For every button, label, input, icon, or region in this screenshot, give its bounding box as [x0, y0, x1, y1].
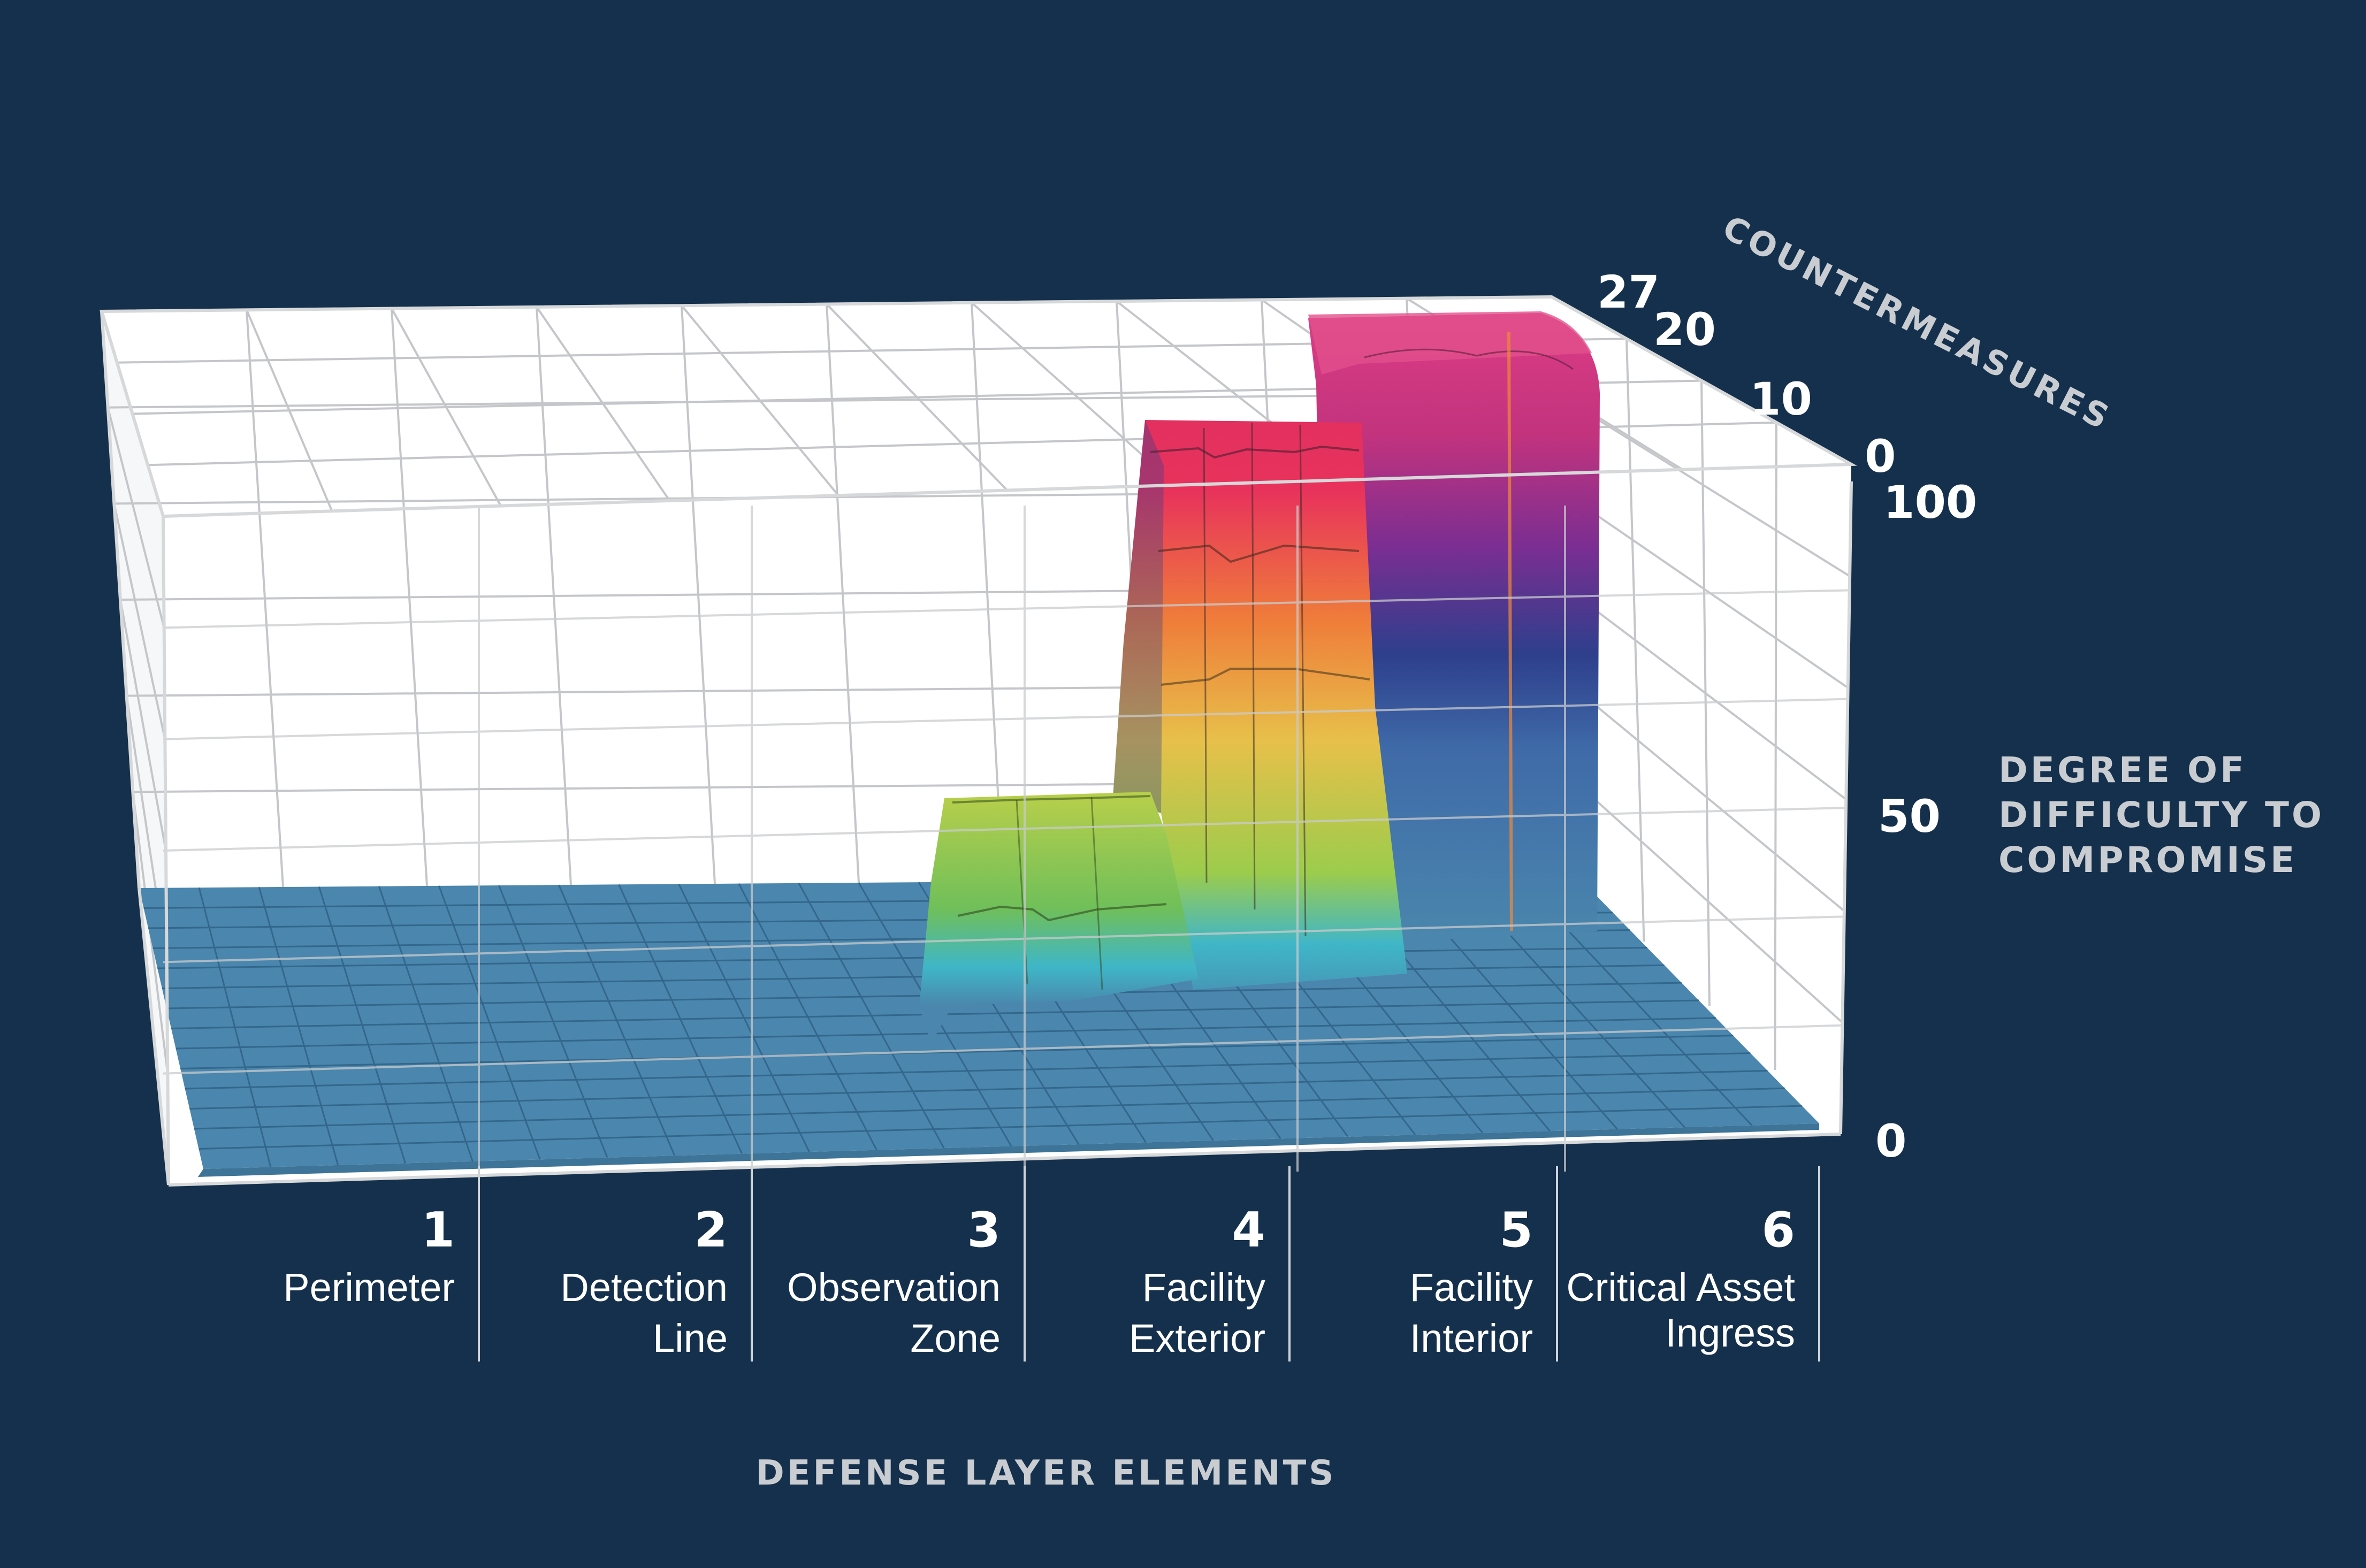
z-tick-label: 10 [1750, 373, 1812, 425]
peak-front-contour-2 [1158, 544, 1360, 563]
category-number: 6 [1761, 1202, 1795, 1258]
y-tick-label: 100 [1883, 476, 1977, 529]
floor-grid-line [162, 964, 1665, 989]
front-grid [163, 506, 1850, 1172]
peak-green-contour-1 [952, 795, 1151, 804]
category-number: 4 [1232, 1202, 1265, 1258]
box-edge-bottom-left [138, 888, 170, 1185]
peak-front-body [1113, 420, 1407, 990]
left-grid-line [119, 599, 167, 851]
category-number: 1 [421, 1202, 455, 1258]
box-edge-left-front [162, 516, 170, 1185]
peak-back-contour [1364, 348, 1574, 370]
right-grid-line [1625, 339, 1645, 942]
peak-front-contour-1 [1150, 445, 1360, 459]
right-grid-line [1774, 422, 1777, 1070]
category-dividers [478, 1166, 1820, 1362]
y-axis-title-line: COMPROMISE [1998, 839, 2297, 881]
x-axis-title: DEFENSE LAYER ELEMENTS [756, 1454, 1337, 1493]
category-name: Perimeter [283, 1265, 455, 1310]
z-tick-label: 20 [1653, 303, 1716, 356]
left-grid-line [106, 407, 165, 628]
box-edge-bottom-front [168, 1133, 1841, 1187]
category-name: Exterior [1129, 1316, 1265, 1360]
floor-grid-line [189, 1069, 1768, 1110]
right-grid-line [1700, 380, 1711, 1006]
peak-back-top [1308, 311, 1592, 374]
category-name: Facility [1142, 1265, 1265, 1310]
category-number: 3 [967, 1202, 1001, 1258]
wall-grid-hline [108, 392, 1556, 409]
category-name: Observation [787, 1265, 1001, 1310]
peak-back-ridge [1507, 331, 1513, 931]
left-grid-line [113, 503, 166, 740]
category-number: 2 [694, 1202, 728, 1258]
box-edges [99, 295, 1857, 1187]
floor-front-edge [198, 1123, 1819, 1177]
z-tick-label: 27 [1597, 266, 1660, 318]
peak-observation-zone [919, 792, 1199, 1043]
y-axis-title-line: DIFFICULTY TO [1998, 794, 2324, 836]
front-grid-hline [163, 807, 1846, 852]
floor-grid-line [185, 1052, 1751, 1090]
y-axis-title-line: DEGREE OF [1998, 749, 2247, 791]
box-outline-top [99, 295, 1857, 518]
peak-green-ridge-2 [1090, 797, 1103, 990]
category-name: Detection [560, 1265, 728, 1310]
category-labels: 1 Perimeter 2 Detection Line 3 Observation Zone… [283, 1202, 1795, 1360]
y-tick-label: 0 [1875, 1115, 1906, 1167]
category-number: 5 [1499, 1202, 1533, 1258]
peak-front-ridge-2 [1251, 422, 1256, 910]
peak-front-contour-3 [1161, 668, 1370, 686]
category-name: Critical Asset [1566, 1265, 1795, 1310]
category-name: Line [653, 1316, 728, 1360]
category-name: Zone [910, 1316, 1001, 1360]
floor-grid-line [199, 1105, 1802, 1150]
floor-grid-line [175, 1017, 1716, 1050]
box-edge-right-front [1839, 481, 1853, 1135]
peak-front-ridge-3 [1299, 425, 1307, 937]
front-grid-hline [163, 915, 1844, 963]
front-grid-hline [163, 589, 1850, 629]
front-grid-hline [163, 1024, 1843, 1075]
category-name: Facility [1410, 1265, 1533, 1310]
box-edge-left-back [100, 311, 141, 889]
peak-green-contour-2 [957, 903, 1167, 922]
floor-grid-line [180, 1035, 1734, 1069]
category-name: Ingress [1665, 1311, 1795, 1355]
floor-grid-line [194, 1087, 1785, 1130]
category-name: Interior [1410, 1316, 1533, 1360]
front-grid-hline [163, 698, 1848, 740]
y-tick-label: 50 [1878, 790, 1941, 843]
peak-front-ridge-1 [1203, 427, 1208, 883]
y-axis-ticks: 100 50 0 [1875, 476, 1977, 1167]
z-tick-label: 0 [1865, 430, 1896, 483]
y-axis-title: DEGREE OF DIFFICULTY TO COMPROMISE [1998, 749, 2324, 881]
